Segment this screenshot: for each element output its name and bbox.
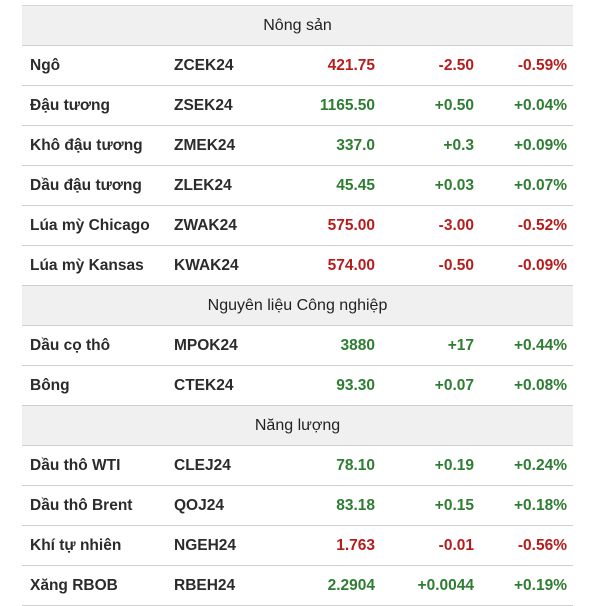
commodity-name: Lúa mỳ Kansas (30, 256, 144, 274)
table-row: Dầu đậu tương ZLEK24 45.45 +0.03 +0.07% (22, 166, 573, 206)
commodity-symbol: ZMEK24 (174, 136, 236, 154)
table-row: Dầu thô WTI CLEJ24 78.10 +0.19 +0.24% (22, 446, 573, 486)
commodity-change-percent: +0.18% (513, 496, 567, 514)
commodity-price: 575.00 (327, 216, 375, 234)
commodity-change-percent: +0.24% (513, 456, 567, 474)
section-title: Nông sản (263, 16, 332, 34)
commodity-price-table: Nông sản Ngô ZCEK24 421.75 -2.50 -0.59% … (22, 5, 573, 606)
table-row: Dầu cọ thô MPOK24 3880 +17 +0.44% (22, 326, 573, 366)
commodity-symbol: MPOK24 (174, 336, 238, 354)
commodity-name: Lúa mỳ Chicago (30, 216, 150, 234)
commodity-symbol: ZCEK24 (174, 56, 234, 74)
commodity-change: -2.50 (438, 56, 474, 74)
section-header: Nông sản (22, 6, 573, 46)
commodity-change: +0.3 (443, 136, 474, 154)
section-title: Năng lượng (254, 416, 341, 434)
commodity-name: Bông (30, 376, 70, 394)
commodity-price: 337.0 (336, 136, 375, 154)
commodity-name: Dầu thô Brent (30, 496, 133, 514)
table-row: Lúa mỳ Chicago ZWAK24 575.00 -3.00 -0.52… (22, 206, 573, 246)
commodity-change: -0.01 (438, 536, 474, 554)
commodity-symbol: QOJ24 (174, 496, 224, 514)
commodity-price: 2.2904 (327, 576, 375, 594)
commodity-change: +0.50 (434, 96, 474, 114)
table-row: Xăng RBOB RBEH24 2.2904 +0.0044 +0.19% (22, 566, 573, 606)
commodity-symbol: CLEJ24 (174, 456, 231, 474)
commodity-price: 93.30 (336, 376, 375, 394)
commodity-price: 1.763 (336, 536, 375, 554)
commodity-change-percent: -0.52% (517, 216, 567, 234)
commodity-change-percent: +0.44% (513, 336, 567, 354)
table-row: Ngô ZCEK24 421.75 -2.50 -0.59% (22, 46, 573, 86)
table-row: Đậu tương ZSEK24 1165.50 +0.50 +0.04% (22, 86, 573, 126)
commodity-change: +0.19 (434, 456, 474, 474)
commodity-symbol: ZLEK24 (174, 176, 232, 194)
commodity-symbol: ZWAK24 (174, 216, 237, 234)
commodity-price: 574.00 (327, 256, 375, 274)
commodity-name: Khí tự nhiên (30, 536, 122, 554)
table-row: Bông CTEK24 93.30 +0.07 +0.08% (22, 366, 573, 406)
commodity-symbol: NGEH24 (174, 536, 237, 554)
commodity-symbol: KWAK24 (174, 256, 239, 274)
commodity-change-percent: +0.19% (513, 576, 567, 594)
commodity-name: Xăng RBOB (30, 576, 118, 594)
commodity-price: 421.75 (327, 56, 375, 74)
commodity-price: 3880 (340, 336, 375, 354)
commodity-change-percent: +0.09% (513, 136, 567, 154)
commodity-change-percent: +0.08% (513, 376, 567, 394)
commodity-name: Khô đậu tương (30, 136, 143, 154)
commodity-change: -0.50 (438, 256, 474, 274)
table-row: Khô đậu tương ZMEK24 337.0 +0.3 +0.09% (22, 126, 573, 166)
commodity-change-percent: +0.04% (513, 96, 567, 114)
commodity-price: 45.45 (336, 176, 375, 194)
commodity-change: +0.07 (434, 376, 474, 394)
commodity-name: Dầu đậu tương (30, 176, 142, 194)
commodity-name: Dầu cọ thô (30, 336, 111, 354)
commodity-change: -3.00 (438, 216, 474, 234)
section-header: Năng lượng (22, 406, 573, 446)
commodity-price: 83.18 (336, 496, 375, 514)
commodity-change: +0.0044 (417, 576, 474, 594)
table-row: Dầu thô Brent QOJ24 83.18 +0.15 +0.18% (22, 486, 573, 526)
commodity-name: Ngô (30, 56, 61, 74)
table-row: Khí tự nhiên NGEH24 1.763 -0.01 -0.56% (22, 526, 573, 566)
commodity-change-percent: +0.07% (513, 176, 567, 194)
commodity-name: Dầu thô WTI (30, 456, 121, 474)
commodity-change-percent: -0.09% (517, 256, 567, 274)
commodity-symbol: ZSEK24 (174, 96, 233, 114)
commodity-price: 1165.50 (319, 96, 375, 114)
table-row: Lúa mỳ Kansas KWAK24 574.00 -0.50 -0.09% (22, 246, 573, 286)
section-title: Nguyên liệu Công nghiệp (207, 296, 388, 314)
commodity-change: +0.03 (434, 176, 474, 194)
commodity-change-percent: -0.59% (517, 56, 567, 74)
commodity-change: +0.15 (434, 496, 474, 514)
commodity-symbol: CTEK24 (174, 376, 234, 394)
commodity-price: 78.10 (336, 456, 375, 474)
commodity-change-percent: -0.56% (517, 536, 567, 554)
commodity-change: +17 (447, 336, 474, 354)
commodity-name: Đậu tương (30, 96, 110, 114)
commodity-symbol: RBEH24 (174, 576, 236, 594)
section-header: Nguyên liệu Công nghiệp (22, 286, 573, 326)
